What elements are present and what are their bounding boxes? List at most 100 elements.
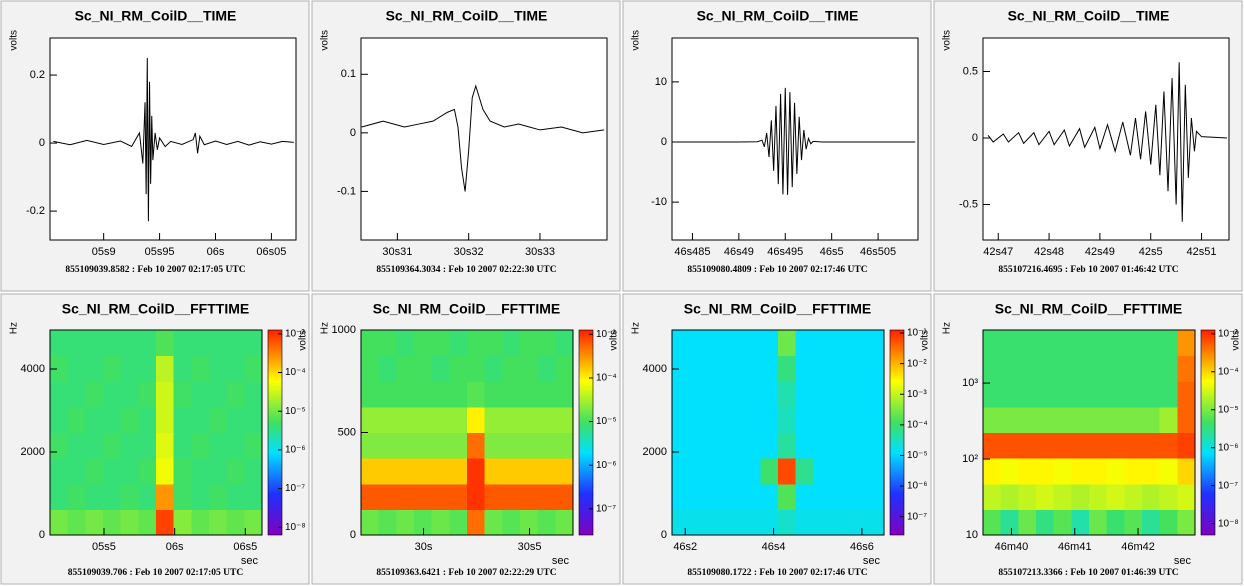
heatmap-cell [831, 483, 850, 510]
colorbar [267, 329, 283, 536]
heatmap-cell [1159, 330, 1178, 357]
heatmap-cell [983, 483, 1002, 510]
heatmap-cell [103, 458, 122, 485]
heatmap-cell [672, 509, 691, 536]
panel-title: Sc_NI_RM_CoilD__TIME [75, 8, 237, 24]
heatmap-cell [120, 432, 139, 459]
heatmap-cell [120, 406, 139, 433]
heatmap-cell [725, 509, 744, 536]
heatmap-cell [983, 406, 1002, 433]
heatmap-cell [813, 483, 832, 510]
heatmap-cell [361, 432, 380, 459]
heatmap-cell [778, 355, 797, 382]
heatmap-cell [795, 432, 814, 459]
heatmap-cell [173, 406, 192, 433]
heatmap-cell [1000, 483, 1019, 510]
heatmap-cell [555, 355, 574, 382]
heatmap-cell [50, 406, 69, 433]
heatmap-cell [1000, 432, 1019, 459]
heatmap-cell [85, 483, 104, 510]
panel-title: Sc_NI_RM_CoilD__TIME [1008, 8, 1170, 24]
y-tick-label: 10 [655, 76, 667, 88]
heatmap-cell [520, 406, 539, 433]
plot-frame [49, 329, 263, 536]
colorbar-tick-label: 10⁻⁴ [285, 367, 306, 378]
heatmap-cell [103, 381, 122, 408]
x-tick-label: 30s31 [382, 246, 412, 258]
heatmap-cell [467, 406, 486, 433]
heatmap-cell [378, 432, 397, 459]
heatmap-cell [689, 458, 708, 485]
heatmap-cell [707, 509, 726, 536]
heatmap-cell [1018, 509, 1037, 536]
heatmap-cell [173, 458, 192, 485]
heatmap-cell [1089, 458, 1108, 485]
heatmap-cell [1018, 406, 1037, 433]
heatmap-cell [848, 432, 867, 459]
heatmap-cell [502, 330, 521, 357]
y-tick-label: 2000 [21, 446, 45, 458]
heatmap-cell [983, 432, 1002, 459]
y-axis-label: Hz [942, 322, 953, 334]
heatmap-cell [1124, 432, 1143, 459]
panel: Sc_NI_RM_CoilD__TIME 46s485 46s49 46s495 46s… [622, 0, 932, 292]
heatmap-cell [467, 432, 486, 459]
heatmap-cell [725, 406, 744, 433]
colorbar-tick-label: 10⁻⁸ [1218, 518, 1239, 529]
heatmap-cell [156, 509, 175, 536]
heatmap-cell [689, 381, 708, 408]
heatmap-cell [173, 432, 192, 459]
heatmap-cell [484, 432, 503, 459]
heatmap-cell [67, 432, 86, 459]
heatmap-cell [520, 355, 539, 382]
heatmap-cell [244, 330, 263, 357]
heatmap-cell [831, 406, 850, 433]
colorbar-tick-label: 10⁻⁶ [907, 481, 928, 492]
heatmap-cell [1036, 381, 1055, 408]
heatmap-cell [1000, 406, 1019, 433]
heatmap-cell [138, 330, 157, 357]
colorbar-label: volts [1231, 330, 1242, 351]
heatmap-cell [520, 381, 539, 408]
heatmap-cell [103, 483, 122, 510]
panel-title: Sc_NI_RM_CoilD__TIME [697, 8, 859, 24]
heatmap-cell [244, 432, 263, 459]
heatmap-cell [484, 381, 503, 408]
heatmap-cell [555, 458, 574, 485]
heatmap-cell [1089, 432, 1108, 459]
y-tick-label: 2000 [643, 446, 667, 458]
heatmap-cell [226, 483, 245, 510]
heatmap-cell [1089, 381, 1108, 408]
heatmap-cell [795, 509, 814, 536]
heatmap-cell [555, 483, 574, 510]
x-tick-label: 46s6 [850, 541, 874, 553]
heatmap-cell [1142, 381, 1161, 408]
waveform [673, 87, 916, 195]
colorbar-tick-label: 10⁻³ [285, 329, 305, 340]
x-tick-label: 46m42 [1121, 541, 1155, 553]
colorbar-tick-label: 10⁻⁷ [907, 511, 927, 522]
y-axis-label: volts [631, 30, 642, 51]
heatmap-cell [484, 458, 503, 485]
x-tick-label: 06s [207, 246, 225, 258]
heatmap-cell [191, 458, 210, 485]
heatmap-cell [50, 330, 69, 357]
heatmap-cell [983, 381, 1002, 408]
y-axis-label: Hz [631, 322, 642, 334]
y-tick-label: 10³ [962, 377, 978, 389]
heatmap-cell [1106, 458, 1125, 485]
heatmap-cell [778, 330, 797, 357]
x-tick-label: 05s5 [92, 541, 116, 553]
x-tick-label: 06s [166, 541, 184, 553]
panel: Sc_NI_RM_CoilD__TIME 30s31 30s32 30s33 -0.1 0… [311, 0, 621, 292]
heatmap-cell [449, 406, 468, 433]
y-axis-label: volts [942, 30, 953, 51]
heatmap-cell [502, 432, 521, 459]
x-tick-label: 42s51 [1187, 246, 1217, 258]
colorbar-tick-label: 10⁻⁷ [1218, 480, 1238, 491]
heatmap-cell [191, 432, 210, 459]
panel-footer: 855107213.3366 : Feb 10 2007 01:46:39 UT… [998, 568, 1178, 578]
waveform [53, 58, 294, 222]
heatmap-cell [778, 432, 797, 459]
heatmap-cell [396, 483, 415, 510]
